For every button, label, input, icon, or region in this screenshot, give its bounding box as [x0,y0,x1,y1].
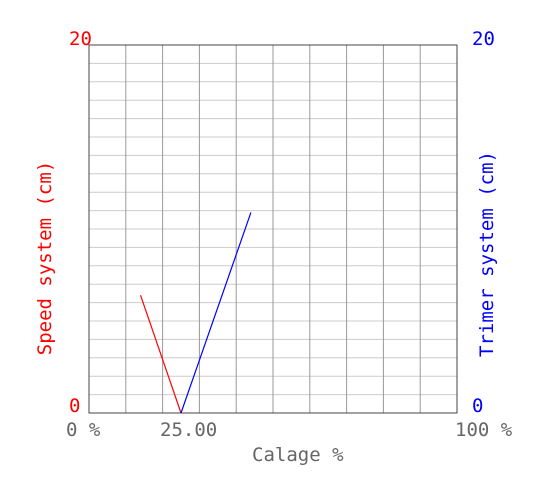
y-left-min-label: 0 [69,395,80,417]
x-max-label: 100 % [455,419,513,441]
plot-frame [88,44,458,414]
y-left-max-label: 20 [69,28,92,50]
x-marker-label: 25.00 [160,419,217,441]
y-right-max-label: 20 [472,28,495,50]
x-min-label: 0 % [66,419,101,441]
y-right-axis-title: Trimer system (cm) [476,151,498,357]
series-group [139,212,252,414]
trimer-series-line [180,212,252,414]
speed-series-line [139,295,182,414]
y-left-axis-title: Speed system (cm) [34,161,56,355]
grid [89,45,457,413]
y-right-min-label: 0 [472,395,483,417]
x-axis-title: Calage % [252,444,344,466]
